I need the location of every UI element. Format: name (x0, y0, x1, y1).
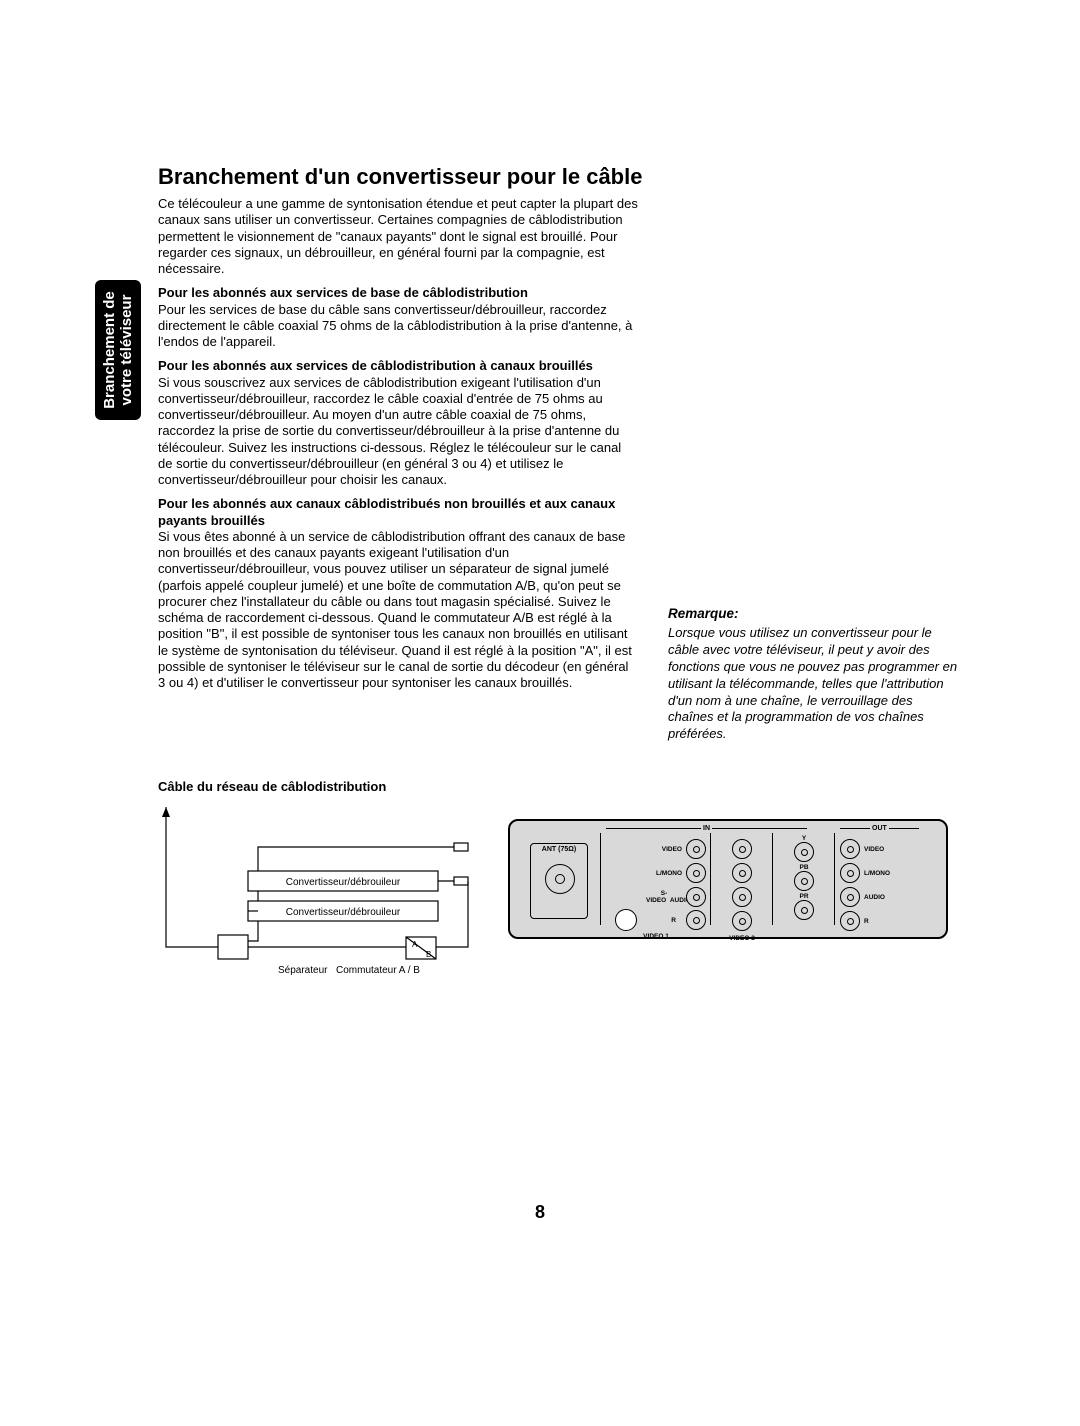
switch-b: B (426, 950, 431, 959)
side-tab-line1: Branchement de (101, 291, 118, 409)
video-row-label-1: VIDEO (662, 846, 682, 853)
jack-pb (794, 871, 814, 891)
page-number: 8 (0, 1202, 1080, 1223)
antenna-port-group: ANT (75Ω) (530, 843, 588, 919)
in-header: IN (606, 825, 828, 832)
side-tab-line2: votre téléviseur (118, 295, 135, 406)
video1-footer: VIDEO 1 (606, 933, 706, 940)
jack-video2-r (732, 911, 752, 931)
jack-video2-audio (732, 887, 752, 907)
jack-out-r (840, 911, 860, 931)
audio-row-label-out: AUDIO (864, 894, 885, 901)
side-tab: Branchement de votre téléviseur (95, 280, 141, 420)
antenna-label: ANT (75Ω) (531, 846, 587, 853)
jack-video1-video (686, 839, 706, 859)
lmono-row-label-1: L/MONO (656, 870, 682, 877)
pb-label: PB (799, 864, 808, 871)
pr-label: PR (799, 893, 808, 900)
out-header: OUT (840, 825, 940, 832)
section1-body: Pour les services de base du câble sans … (158, 302, 638, 351)
jack-video1-r (686, 910, 706, 930)
section2-body: Si vous souscrivez aux services de câblo… (158, 375, 638, 489)
jack-video1-audio (686, 887, 706, 907)
switch-a: A (412, 940, 418, 949)
note-body: Lorsque vous utilisez un convertisseur p… (668, 625, 958, 743)
converter2-label: Convertisseur/débrouileur (286, 907, 401, 918)
jack-out-audio (840, 887, 860, 907)
section3-body: Si vous êtes abonné à un service de câbl… (158, 529, 638, 692)
converter1-label: Convertisseur/débrouileur (286, 877, 401, 888)
section1-heading: Pour les abonnés aux services de base de… (158, 285, 638, 301)
section3-heading: Pour les abonnés aux canaux câblodistrib… (158, 496, 638, 529)
jack-video2-lmono (732, 863, 752, 883)
antenna-jack (545, 864, 575, 894)
in-label: IN (703, 825, 710, 832)
diagram-caption: Câble du réseau de câblodistribution (158, 779, 948, 794)
page-content: Branchement d'un convertisseur pour le c… (158, 164, 948, 695)
wiring-svg: Convertisseur/débrouileur Convertisseur/… (158, 807, 508, 977)
jack-video2-video (732, 839, 752, 859)
svideo-audio-label: S-VIDEO AUDIO (646, 890, 682, 904)
switch-label: Commutateur A / B (336, 965, 420, 976)
note-block: Remarque: Lorsque vous utilisez un conve… (668, 606, 958, 743)
page-title: Branchement d'un convertisseur pour le c… (158, 164, 948, 190)
tv-rear-panel: ANT (75Ω) IN OUT (508, 819, 948, 939)
jack-out-lmono (840, 863, 860, 883)
jack-video1-lmono (686, 863, 706, 883)
wiring-diagram: Câble du réseau de câblodistribution (158, 779, 948, 979)
video-row-label-out: VIDEO (864, 846, 884, 853)
video2-footer: VIDEO 2 (729, 935, 755, 942)
body-column: Ce télécouleur a une gamme de syntonisat… (158, 196, 638, 691)
jack-y (794, 842, 814, 862)
r-row-label-1: R (671, 917, 676, 924)
out-label: OUT (872, 825, 887, 832)
lmono-row-label-out: L/MONO (864, 870, 890, 877)
intro-paragraph: Ce télécouleur a une gamme de syntonisat… (158, 196, 638, 277)
separator-label: Séparateur (278, 965, 328, 976)
jack-pr (794, 900, 814, 920)
section2-heading: Pour les abonnés aux services de câblodi… (158, 358, 638, 374)
note-title: Remarque: (668, 606, 958, 621)
r-row-label-out: R (864, 918, 869, 925)
jack-out-video (840, 839, 860, 859)
svideo-jack (615, 909, 637, 931)
y-label: Y (802, 835, 806, 842)
